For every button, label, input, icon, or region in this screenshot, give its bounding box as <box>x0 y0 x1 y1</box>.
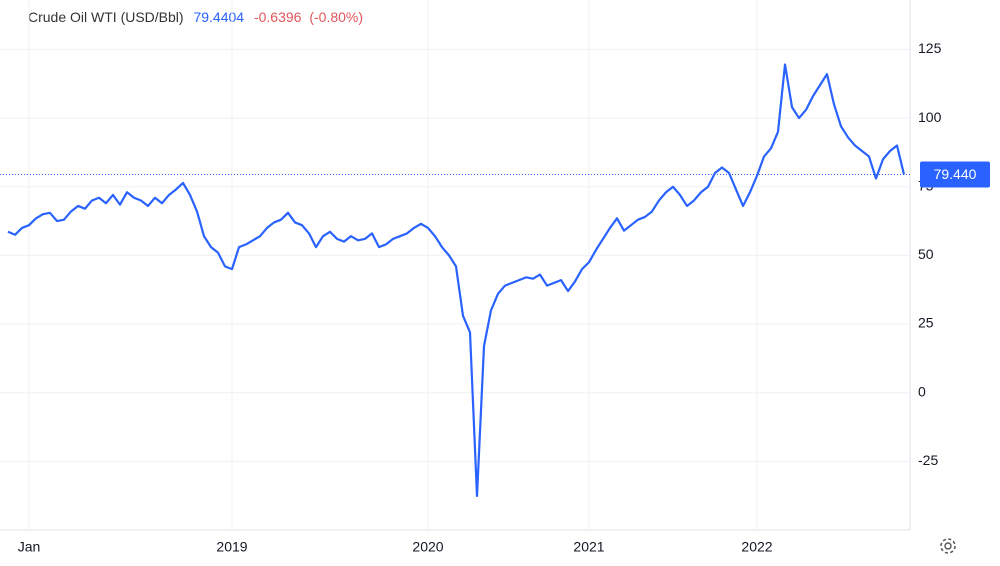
gear-inner <box>944 542 952 550</box>
y-tick-label: 100 <box>918 109 942 125</box>
y-tick-label: 0 <box>918 383 926 399</box>
y-tick-label: 125 <box>918 40 942 56</box>
x-tick-label: 2021 <box>573 539 604 555</box>
change-pct: (-0.80%) <box>309 9 363 25</box>
y-tick-label: 25 <box>918 315 934 331</box>
price-line <box>7 63 906 498</box>
settings-icon[interactable] <box>940 538 956 554</box>
x-tick-label: 2022 <box>741 539 772 555</box>
last-price-label: 79.440 <box>934 166 977 182</box>
chart-title: Crude Oil WTI (USD/Bbl) <box>28 9 184 25</box>
gear-outer <box>940 538 956 554</box>
y-tick-label: -25 <box>918 452 938 468</box>
last-price-badge <box>920 161 990 188</box>
chart-header: Crude Oil WTI (USD/Bbl) 79.4404 -0.6396 … <box>28 9 363 25</box>
change: -0.6396 <box>254 9 302 25</box>
x-tick-label: Jan <box>18 539 41 555</box>
x-tick-label: 2019 <box>216 539 247 555</box>
x-tick-label: 2020 <box>412 539 443 555</box>
price: 79.4404 <box>193 9 244 25</box>
y-tick-label: 50 <box>918 246 934 262</box>
